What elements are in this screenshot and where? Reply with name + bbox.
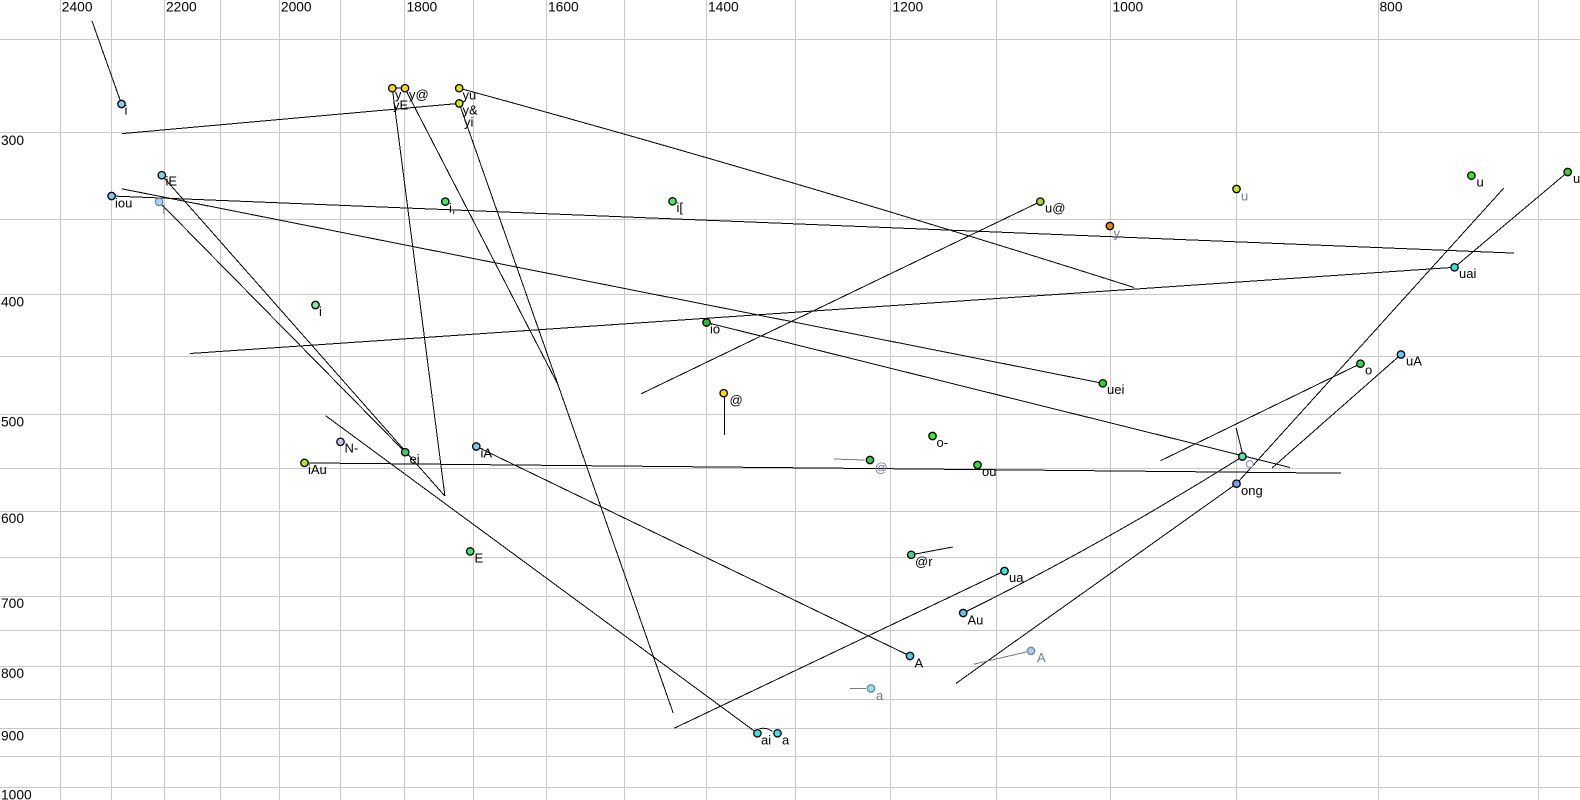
svg-text:y&: y& [463,103,479,118]
svg-text:700: 700 [1,596,24,611]
svg-text:io: io [710,322,720,337]
svg-text:yE: yE [393,98,409,113]
svg-text:2400: 2400 [62,0,93,15]
svg-text:i,: i, [449,201,456,216]
svg-text:A: A [1037,650,1046,665]
svg-text:o: o [1365,363,1372,378]
svg-text:u: u [1477,175,1484,190]
svg-text:uA: uA [1406,354,1422,369]
svg-text:1800: 1800 [407,0,438,15]
svg-text:2000: 2000 [281,0,312,15]
svg-text:800: 800 [1,666,24,681]
svg-text:ei: ei [410,452,420,467]
svg-text:E: E [475,551,484,566]
svg-text:y: y [395,87,402,102]
svg-text:u@: u@ [1045,201,1065,216]
svg-text:iE: iE [166,174,178,189]
svg-text:iou: iou [115,196,132,211]
svg-text:i: i [125,103,128,118]
svg-text:400: 400 [1,294,24,309]
svg-text:A: A [915,656,924,671]
svg-text:1200: 1200 [893,0,924,15]
svg-text:o-: o- [937,435,949,450]
svg-text:1000: 1000 [1,788,32,800]
svg-text:1600: 1600 [548,0,579,15]
svg-text:yi: yi [464,115,474,130]
svg-text:ua: ua [1009,570,1024,585]
svg-text:ai: ai [761,733,771,748]
svg-text:u: u [1573,171,1580,186]
svg-text:500: 500 [1,414,24,429]
svg-text:N-: N- [345,441,359,456]
svg-text:@r: @r [915,554,933,569]
svg-text:i: i [319,304,322,319]
svg-text:iAu: iAu [308,462,327,477]
svg-text:a: a [876,688,884,703]
svg-text:i[: i[ [677,200,684,215]
svg-text:y@: y@ [409,87,429,102]
svg-text:uei: uei [1107,382,1124,397]
svg-text:Au: Au [968,613,984,628]
svg-text:2200: 2200 [166,0,197,15]
svg-text:iA: iA [481,446,493,461]
svg-text:@: @ [730,393,743,408]
svg-text:900: 900 [1,729,24,744]
svg-text:uai: uai [1459,266,1476,281]
svg-text:a: a [782,733,790,748]
svg-text:1400: 1400 [708,0,739,15]
svg-text:y: y [1114,226,1121,241]
svg-text:800: 800 [1380,0,1403,15]
svg-text:1000: 1000 [1113,0,1144,15]
svg-text:@: @ [875,460,888,475]
svg-text:u: u [1241,189,1248,204]
svg-text:600: 600 [1,511,24,526]
svg-text:300: 300 [1,133,24,148]
svg-text:ong: ong [1241,483,1263,498]
svg-text:yu: yu [463,88,477,103]
svg-text:ou: ou [982,464,996,479]
svg-text:i: i [163,202,166,217]
